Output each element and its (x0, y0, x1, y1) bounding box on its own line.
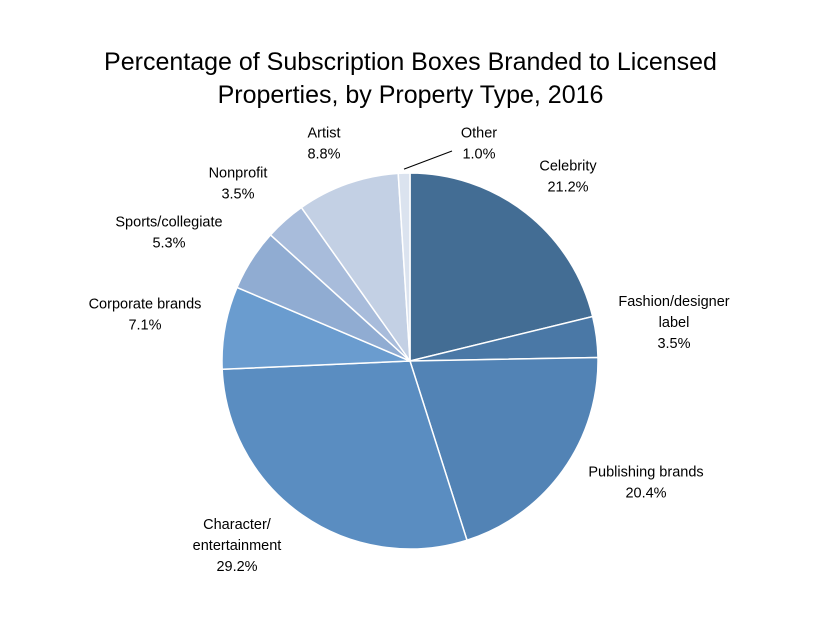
chart-title-line-1: Percentage of Subscription Boxes Branded… (104, 48, 717, 76)
slice-value-label: 1.0% (462, 147, 495, 163)
slice-category-label: Corporate brands (89, 297, 202, 313)
slice-label-corporate-brands: Corporate brands 7.1% (89, 297, 202, 334)
slice-label-fashion-designer-label: Fashion/designer label 3.5% (618, 294, 729, 352)
pie-slice-character-entertainment (221, 360, 468, 550)
pie-slice-artist (300, 172, 411, 364)
slice-label-sports-collegiate: Sports/collegiate 5.3% (115, 215, 222, 252)
slice-value-label: 21.2% (547, 180, 588, 196)
slice-category-label: Artist (307, 126, 340, 142)
slice-label-artist: Artist 8.8% (307, 126, 340, 163)
slice-category-label: Fashion/designer (618, 294, 729, 310)
slice-category-label: label (659, 315, 690, 331)
chart-title: Percentage of Subscription Boxes Branded… (0, 46, 821, 112)
slice-label-nonprofit: Nonprofit 3.5% (209, 166, 268, 203)
slice-value-label: 8.8% (307, 147, 340, 163)
slice-value-label: 3.5% (221, 187, 254, 203)
slice-value-label: 7.1% (128, 318, 161, 334)
slice-category-label: Character/ (203, 517, 272, 533)
slice-category-label: Celebrity (539, 159, 597, 175)
pie-slice-other (397, 172, 411, 362)
slice-category-label: entertainment (193, 538, 282, 554)
slice-category-label: Other (461, 126, 497, 142)
slice-category-label: Nonprofit (209, 166, 268, 182)
slice-value-label: 5.3% (152, 236, 185, 252)
other-leader-line (403, 150, 453, 170)
slice-category-label: Sports/collegiate (115, 215, 222, 231)
chart-title-line-2: Properties, by Property Type, 2016 (217, 81, 604, 109)
slice-value-label: 3.5% (657, 336, 690, 352)
slice-value-label: 20.4% (625, 486, 666, 502)
pie-slice-celebrity (409, 172, 594, 362)
slice-value-label: 29.2% (216, 559, 257, 575)
slice-label-celebrity: Celebrity 21.2% (539, 159, 597, 196)
pie-slice-publishing-brands (408, 356, 599, 542)
slice-label-publishing-brands: Publishing brands 20.4% (588, 465, 703, 502)
slice-category-label: Publishing brands (588, 465, 703, 481)
slice-label-other: Other 1.0% (461, 126, 497, 163)
slice-label-character-entertainment: Character/entertainment 29.2% (193, 517, 282, 575)
